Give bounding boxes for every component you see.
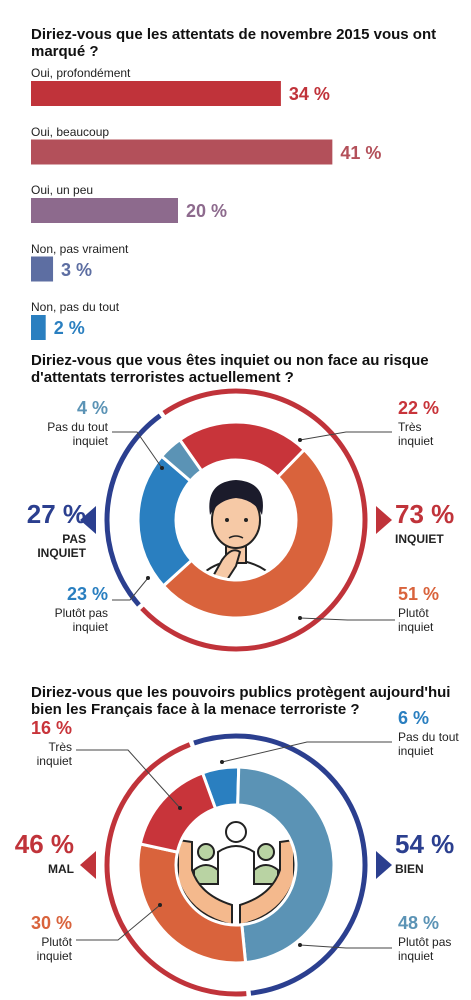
pointer-triangle: [376, 506, 392, 534]
bar: [31, 139, 333, 165]
leader-dot: [298, 438, 302, 442]
bar: [31, 198, 178, 223]
bar: [31, 256, 54, 282]
chart-title: Diriez-vous que les pouvoirs publics pro…: [31, 684, 451, 718]
value-label: 3 %: [61, 259, 93, 280]
leader-dot: [178, 806, 182, 810]
value-label: 20 %: [186, 201, 228, 221]
category-label: Non, pas du tout: [31, 300, 120, 314]
leader-line: [299, 431, 392, 441]
total-value-label: 27 %: [26, 499, 86, 529]
leader-dot: [220, 760, 224, 764]
value-label: 51 %: [398, 584, 440, 604]
bar: [31, 315, 46, 340]
value-label: 16 %: [30, 718, 72, 738]
category-label: Non, pas vraiment: [31, 241, 129, 256]
outer-ring-arc: [104, 413, 162, 607]
total-category-label: INQUIET: [395, 532, 444, 546]
category-label: Très inquiet: [36, 740, 72, 768]
outer-ring-arc: [140, 388, 368, 652]
value-label: 22 %: [398, 398, 440, 418]
leader-line: [76, 749, 181, 809]
value-label: 6 %: [398, 708, 430, 728]
total-category-label: BIEN: [395, 862, 424, 876]
leader-line: [299, 617, 395, 621]
category-label: Oui, un peu: [31, 183, 94, 197]
value-label: 4 %: [76, 398, 108, 418]
value-label: 41 %: [340, 142, 382, 163]
value-label: 48 %: [398, 913, 440, 933]
total-category-label: MAL: [48, 862, 74, 876]
leader-line: [221, 741, 392, 763]
donut-segment: [138, 770, 218, 854]
value-label: 34 %: [288, 84, 330, 104]
total-value-label: 54 %: [395, 829, 455, 859]
leader-line: [112, 577, 149, 601]
category-label: Pas du tout inquiet: [47, 420, 108, 448]
donut-segment: [236, 765, 336, 965]
category-label: Plutôt pas inquiet: [54, 606, 108, 634]
category-label: Pas du tout inquiet: [398, 730, 459, 758]
donut-segment: [161, 447, 336, 620]
category-label: Oui, beaucoup: [31, 124, 110, 139]
category-label: Très inquiet: [398, 420, 434, 448]
outer-ring-arc: [104, 742, 247, 997]
leader-dot: [158, 903, 162, 907]
value-label: 30 %: [30, 913, 72, 933]
donut-segment: [136, 842, 248, 965]
total-value-label: 46 %: [14, 829, 74, 859]
pointer-triangle: [376, 851, 392, 879]
total-value-label: 73 %: [395, 499, 455, 529]
total-category-label: PAS INQUIET: [37, 532, 86, 560]
outer-ring-arc: [193, 733, 368, 996]
value-label: 23 %: [66, 584, 108, 604]
pointer-triangle: [80, 506, 96, 534]
bar: [31, 81, 281, 106]
leader-dot: [298, 616, 302, 620]
leader-dot: [298, 943, 302, 947]
value-label: 2 %: [53, 318, 85, 338]
leader-dot: [146, 576, 150, 580]
chart-title: Diriez-vous que vous êtes inquiet ou non…: [31, 352, 429, 386]
leader-line: [112, 431, 163, 469]
donut-segment: [159, 437, 204, 484]
protecting-hands-icon: [177, 821, 295, 927]
category-label: Plutôt inquiet: [398, 606, 434, 634]
leader-line: [76, 904, 161, 941]
chart-title: Diriez-vous que les attentats de novembr…: [31, 26, 437, 60]
pointer-triangle: [80, 851, 96, 879]
leader-dot: [160, 466, 164, 470]
category-label: Plutôt pas inquiet: [398, 935, 452, 963]
category-label: Oui, profondément: [31, 66, 131, 80]
leader-line: [299, 944, 392, 949]
category-label: Plutôt inquiet: [36, 935, 72, 963]
